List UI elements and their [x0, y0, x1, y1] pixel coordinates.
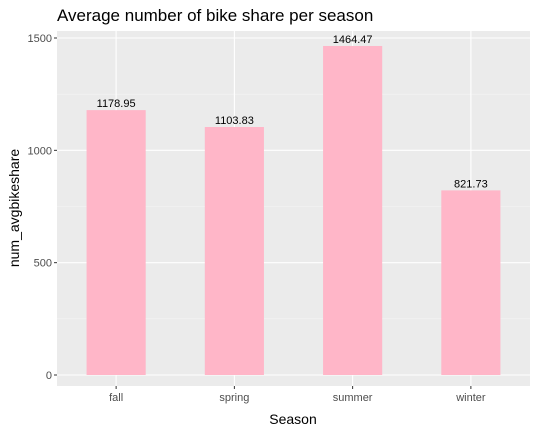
- bar-summer: [323, 45, 383, 375]
- x-axis: fall spring summer winter: [109, 386, 486, 404]
- data-labels: 1178.95 1103.83 1464.47 821.73: [97, 34, 488, 190]
- data-label-fall: 1178.95: [97, 98, 136, 110]
- data-label-summer: 1464.47: [333, 34, 373, 46]
- y-tick-label: 0: [46, 370, 52, 382]
- bar-fall: [86, 110, 146, 375]
- x-axis-title: Season: [269, 411, 316, 427]
- bar-spring: [204, 127, 264, 375]
- bar-winter: [441, 190, 501, 375]
- y-axis: 0 500 1000 1500: [28, 33, 57, 382]
- bars: [86, 45, 501, 375]
- y-tick-label: 1000: [28, 145, 52, 157]
- y-tick-label: 500: [34, 258, 52, 270]
- x-tick-label: fall: [109, 392, 123, 404]
- x-tick-label: summer: [333, 392, 373, 404]
- x-tick-label: winter: [455, 392, 486, 404]
- data-label-spring: 1103.83: [215, 115, 254, 127]
- data-label-winter: 821.73: [454, 178, 488, 190]
- y-axis-title: num_avgbikeshare: [6, 149, 22, 268]
- x-tick-label: spring: [219, 392, 249, 404]
- chart-title: Average number of bike share per season: [57, 6, 373, 25]
- y-tick-label: 1500: [28, 33, 52, 45]
